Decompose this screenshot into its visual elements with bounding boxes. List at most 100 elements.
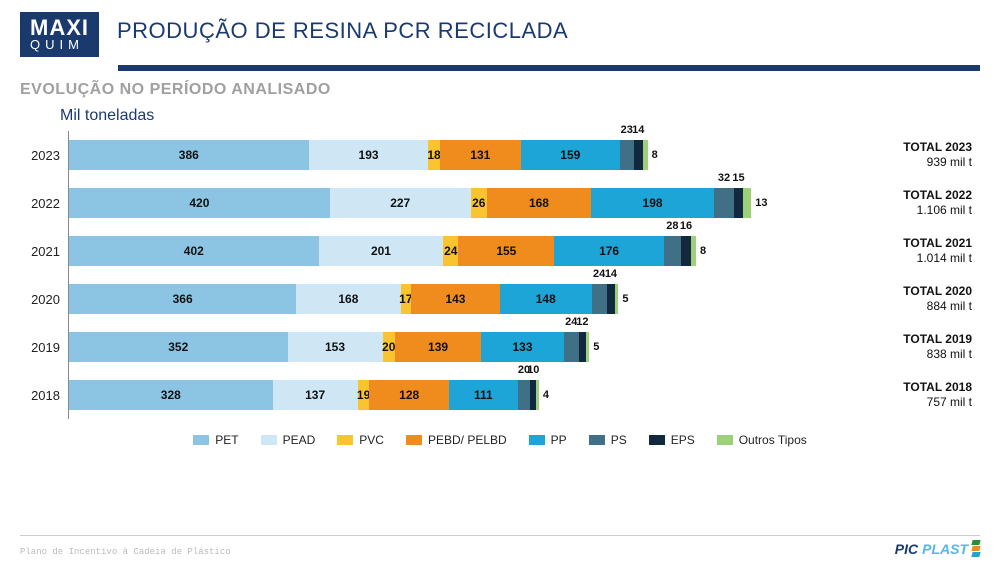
segment-value: 111	[474, 388, 493, 402]
legend-item-pp: PP	[529, 433, 567, 447]
segment-pvc: 26	[471, 188, 487, 218]
bar-track: 3861931813115923148	[69, 140, 814, 170]
segment-pp: 133	[481, 332, 564, 362]
row-total: TOTAL 2019838 mil t	[814, 332, 980, 362]
legend: PETPEADPVCPEBD/ PELBDPPPSEPSOutros Tipos	[0, 419, 1000, 447]
segment-value: 386	[179, 148, 199, 162]
logo-picplast: PICPLAST	[895, 540, 980, 557]
total-value: 1.106 mil t	[814, 203, 972, 218]
row-total: TOTAL 20211.014 mil t	[814, 236, 980, 266]
segment-value: 201	[371, 244, 391, 258]
segment-pp: 176	[554, 236, 663, 266]
segment-outros: 13	[743, 188, 751, 218]
legend-swatch	[193, 435, 209, 445]
bar-row: 20183281371912811120104TOTAL 2018757 mil…	[20, 371, 980, 419]
bar-track: 3661681714314824145	[69, 284, 814, 314]
legend-swatch	[337, 435, 353, 445]
segment-value: 420	[189, 196, 209, 210]
segment-value: 4	[543, 389, 549, 401]
segment-pead: 227	[330, 188, 471, 218]
legend-label: EPS	[671, 433, 695, 447]
segment-pead: 193	[309, 140, 429, 170]
segment-pet: 420	[69, 188, 330, 218]
bar-row: 20214022012415517628168TOTAL 20211.014 m…	[20, 227, 980, 275]
bar-track: 3281371912811120104	[69, 380, 814, 410]
row-total: TOTAL 2018757 mil t	[814, 380, 980, 410]
total-label: TOTAL 2020	[814, 284, 972, 299]
segment-pead: 201	[319, 236, 444, 266]
segment-outros: 5	[586, 332, 589, 362]
row-total: TOTAL 2023939 mil t	[814, 140, 980, 170]
segment-pead: 168	[296, 284, 400, 314]
segment-value: 24	[593, 268, 605, 280]
segment-value: 19	[357, 388, 370, 402]
segment-value: 137	[305, 388, 325, 402]
year-label: 2018	[20, 388, 68, 403]
total-value: 939 mil t	[814, 155, 972, 170]
segment-pebd: 168	[487, 188, 591, 218]
segment-value: 23	[621, 124, 633, 136]
segment-pebd: 143	[411, 284, 500, 314]
header: MAXI QUIM PRODUÇÃO DE RESINA PCR RECICLA…	[0, 0, 1000, 61]
segment-value: 153	[325, 340, 345, 354]
segment-eps: 15	[734, 188, 743, 218]
footer: Plano de Incentivo à Cadeia de Plástico …	[20, 535, 980, 557]
legend-label: PEBD/ PELBD	[428, 433, 507, 447]
segment-value: 14	[632, 124, 644, 136]
segment-value: 5	[622, 293, 628, 305]
total-value: 884 mil t	[814, 299, 972, 314]
segment-value: 155	[496, 244, 516, 258]
y-axis-title: Mil toneladas	[0, 99, 1000, 131]
total-label: TOTAL 2023	[814, 140, 972, 155]
bar-track: 3521532013913324125	[69, 332, 814, 362]
segment-value: 148	[536, 292, 556, 306]
picplast-part2: PLAST	[922, 541, 968, 557]
segment-value: 168	[338, 292, 358, 306]
segment-pebd: 128	[369, 380, 448, 410]
segment-value: 198	[643, 196, 663, 210]
segment-value: 128	[399, 388, 419, 402]
segment-value: 139	[428, 340, 448, 354]
segment-value: 193	[359, 148, 379, 162]
footer-text: Plano de Incentivo à Cadeia de Plástico	[20, 547, 231, 557]
row-total: TOTAL 2020884 mil t	[814, 284, 980, 314]
legend-item-pebd: PEBD/ PELBD	[406, 433, 507, 447]
segment-value: 366	[173, 292, 193, 306]
segment-eps: 16	[681, 236, 691, 266]
segment-value: 32	[718, 172, 730, 184]
segment-value: 176	[599, 244, 619, 258]
segment-outros: 5	[615, 284, 618, 314]
segment-outros: 8	[643, 140, 648, 170]
picplast-icon	[972, 540, 980, 557]
segment-value: 14	[605, 268, 617, 280]
segment-pp: 198	[591, 188, 714, 218]
segment-pebd: 131	[440, 140, 521, 170]
segment-value: 133	[512, 340, 532, 354]
segment-pet: 386	[69, 140, 309, 170]
legend-swatch	[529, 435, 545, 445]
logo-maxiquim: MAXI QUIM	[20, 12, 99, 57]
segment-ps: 32	[714, 188, 734, 218]
segment-ps: 24	[592, 284, 607, 314]
stacked-bar-chart: 20233861931813115923148TOTAL 2023939 mil…	[0, 131, 1000, 419]
segment-pvc: 17	[401, 284, 412, 314]
total-label: TOTAL 2022	[814, 188, 972, 203]
year-label: 2023	[20, 148, 68, 163]
legend-swatch	[717, 435, 733, 445]
legend-item-pead: PEAD	[261, 433, 316, 447]
segment-value: 26	[472, 196, 485, 210]
picplast-part1: PIC	[895, 541, 918, 557]
segment-value: 28	[666, 220, 678, 232]
legend-label: Outros Tipos	[739, 433, 807, 447]
segment-pead: 137	[273, 380, 358, 410]
segment-pp: 159	[521, 140, 620, 170]
segment-ps: 28	[664, 236, 681, 266]
segment-eps: 14	[607, 284, 616, 314]
legend-label: PEAD	[283, 433, 316, 447]
segment-value: 131	[470, 148, 490, 162]
segment-ps: 23	[620, 140, 634, 170]
segment-value: 352	[168, 340, 188, 354]
segment-pp: 148	[500, 284, 592, 314]
segment-value: 5	[593, 341, 599, 353]
year-label: 2019	[20, 340, 68, 355]
